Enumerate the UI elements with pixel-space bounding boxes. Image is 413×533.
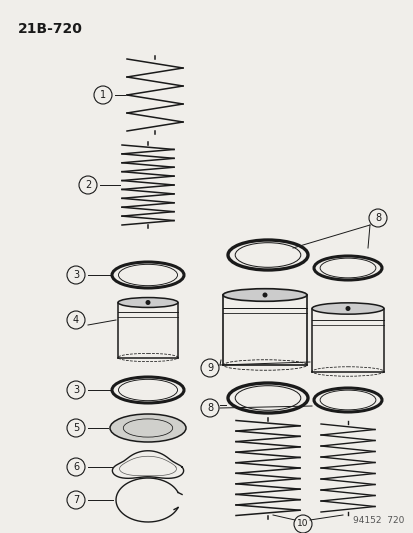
Ellipse shape [223,289,306,301]
Circle shape [262,293,267,297]
Text: 1: 1 [100,90,106,100]
Ellipse shape [110,414,185,442]
Text: 2: 2 [85,180,91,190]
Ellipse shape [118,297,178,308]
Text: 10: 10 [297,520,308,529]
Text: 9: 9 [206,363,213,373]
Text: 7: 7 [73,495,79,505]
Circle shape [145,300,150,305]
Text: 8: 8 [206,403,213,413]
Ellipse shape [311,303,383,314]
Text: 3: 3 [73,385,79,395]
Text: 6: 6 [73,462,79,472]
Text: 4: 4 [73,315,79,325]
Text: 94152  720: 94152 720 [352,516,403,525]
Text: 8: 8 [374,213,380,223]
Text: 5: 5 [73,423,79,433]
Text: 21B-720: 21B-720 [18,22,83,36]
Text: 3: 3 [73,270,79,280]
Circle shape [345,306,350,311]
